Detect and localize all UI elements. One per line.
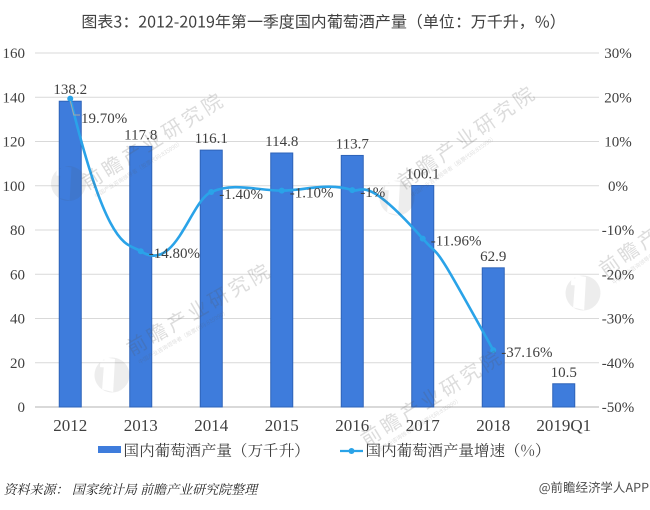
svg-text:116.1: 116.1 xyxy=(195,131,228,147)
svg-text:-1.10%: -1.10% xyxy=(290,186,334,202)
svg-text:-37.16%: -37.16% xyxy=(501,345,552,361)
svg-text:80: 80 xyxy=(10,223,25,239)
svg-text:0%: 0% xyxy=(608,179,628,195)
svg-text:10%: 10% xyxy=(604,135,632,151)
svg-text:-1.40%: -1.40% xyxy=(219,187,263,203)
svg-text:114.8: 114.8 xyxy=(265,134,298,150)
svg-text:-10%: -10% xyxy=(602,223,635,239)
svg-text:-11.96%: -11.96% xyxy=(431,234,482,250)
svg-text:20: 20 xyxy=(10,356,25,372)
svg-text:国内葡萄酒产量增速（%）: 国内葡萄酒产量增速（%） xyxy=(366,439,551,461)
svg-text:2015: 2015 xyxy=(265,416,299,435)
svg-text:60: 60 xyxy=(10,267,25,283)
svg-text:113.7: 113.7 xyxy=(336,136,370,152)
svg-text:100.1: 100.1 xyxy=(406,167,440,183)
svg-text:140: 140 xyxy=(3,90,26,106)
svg-text:@前瞻经济学人APP: @前瞻经济学人APP xyxy=(539,477,649,496)
svg-text:-14.80%: -14.80% xyxy=(149,246,200,262)
svg-text:-20%: -20% xyxy=(602,267,635,283)
svg-text:2017: 2017 xyxy=(406,416,441,435)
svg-text:国内葡萄酒产量（万千升）: 国内葡萄酒产量（万千升） xyxy=(124,439,310,461)
svg-text:117.8: 117.8 xyxy=(124,127,157,143)
svg-text:100: 100 xyxy=(3,179,26,195)
svg-text:19.70%: 19.70% xyxy=(81,111,127,127)
svg-text:160: 160 xyxy=(3,46,26,62)
svg-text:2014: 2014 xyxy=(194,416,229,435)
svg-text:2019Q1: 2019Q1 xyxy=(536,416,591,435)
svg-text:2013: 2013 xyxy=(124,416,158,435)
svg-text:20%: 20% xyxy=(604,90,632,106)
svg-text:-50%: -50% xyxy=(602,400,635,416)
svg-text:资料来源： 国家统计局 前瞻产业研究院整理: 资料来源： 国家统计局 前瞻产业研究院整理 xyxy=(4,479,260,498)
svg-text:图表3：2012-2019年第一季度国内葡萄酒产量（单位：万: 图表3：2012-2019年第一季度国内葡萄酒产量（单位：万千升，%） xyxy=(81,9,565,33)
svg-text:40: 40 xyxy=(10,312,25,328)
svg-text:-40%: -40% xyxy=(602,356,635,372)
svg-text:0: 0 xyxy=(18,400,26,416)
svg-text:138.2: 138.2 xyxy=(53,82,87,98)
svg-text:-30%: -30% xyxy=(602,312,635,328)
svg-text:30%: 30% xyxy=(604,46,632,62)
svg-text:2018: 2018 xyxy=(476,416,510,435)
svg-text:2012: 2012 xyxy=(53,416,87,435)
svg-text:120: 120 xyxy=(3,135,26,151)
svg-text:10.5: 10.5 xyxy=(551,365,577,381)
svg-text:-1%: -1% xyxy=(360,185,385,201)
svg-text:2016: 2016 xyxy=(335,416,369,435)
svg-text:62.9: 62.9 xyxy=(480,249,506,265)
